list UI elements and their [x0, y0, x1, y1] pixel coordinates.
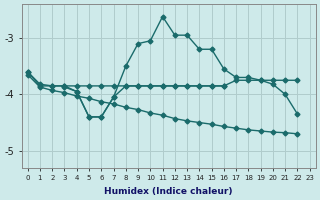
X-axis label: Humidex (Indice chaleur): Humidex (Indice chaleur): [104, 187, 233, 196]
